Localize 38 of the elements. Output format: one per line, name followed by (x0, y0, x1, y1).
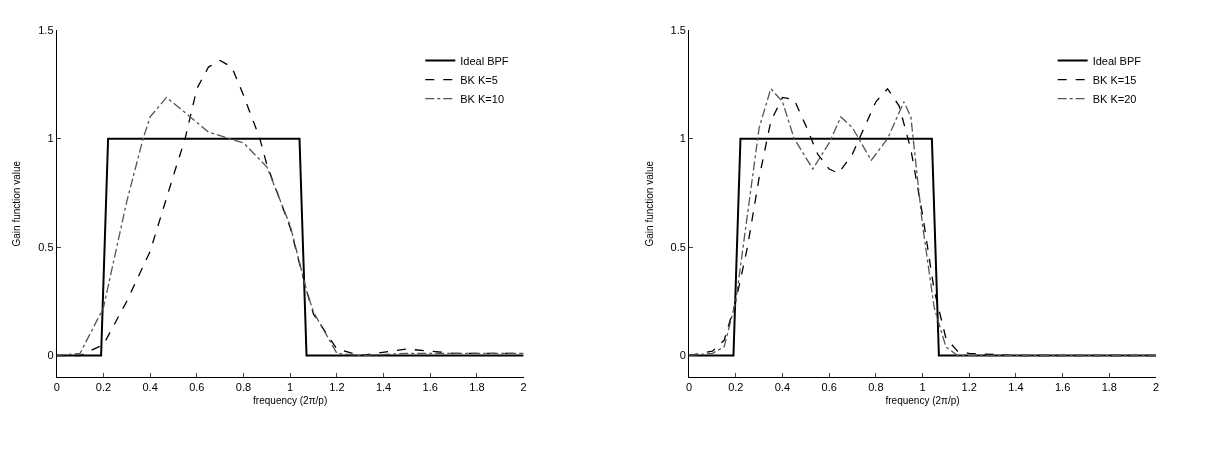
y-tick-label: 0.5 (670, 240, 686, 253)
x-tick-label: 0.2 (95, 381, 112, 394)
y-tick-label: 1 (679, 132, 686, 145)
x-axis-title: frequency (2π/p) (253, 394, 328, 406)
x-tick-label: 0.6 (189, 381, 205, 394)
x-tick-label: 0.8 (235, 381, 252, 394)
x-tick-label: 1.8 (1101, 381, 1117, 394)
y-tick-label: 0.5 (38, 240, 54, 253)
x-tick-label: 1.6 (1054, 381, 1071, 394)
y-tick-label: 1.5 (670, 24, 686, 37)
x-tick-label: 0.4 (774, 381, 791, 394)
y-tick-label: 0 (679, 349, 686, 362)
x-tick-label: 0.6 (821, 381, 837, 394)
y-axis-title: Gain function value (643, 160, 655, 247)
y-tick-label: 1 (47, 132, 54, 145)
x-tick-label: 1.4 (375, 381, 392, 394)
legend-label: Ideal BPF (460, 54, 509, 67)
legend-label: BK K=5 (460, 73, 498, 86)
x-tick-label: 1.2 (961, 381, 977, 394)
x-tick-label: 1.4 (1008, 381, 1024, 394)
x-tick-label: 1.6 (422, 381, 438, 394)
x-tick-label: 0.4 (142, 381, 158, 394)
y-axis-title: Gain function value (11, 160, 23, 247)
x-tick-label: 2 (520, 381, 527, 394)
x-tick-label: 1 (919, 381, 926, 394)
legend-label: BK K=20 (1092, 92, 1137, 105)
x-tick-label: 0.8 (868, 381, 884, 394)
y-tick-label: 1.5 (38, 24, 54, 37)
legend-label: Ideal BPF (1092, 54, 1142, 67)
legend-label: BK K=15 (1092, 73, 1137, 86)
x-tick-label: 1 (287, 381, 294, 394)
x-tick-label: 2 (1152, 381, 1160, 394)
x-tick-label: 0.2 (728, 381, 744, 394)
y-tick-label: 0 (47, 349, 54, 362)
legend-label: BK K=10 (460, 92, 505, 105)
x-axis-title: frequency (2π/p) (885, 394, 960, 406)
x-tick-label: 1.2 (329, 381, 345, 394)
x-tick-label: 1.8 (469, 381, 485, 394)
